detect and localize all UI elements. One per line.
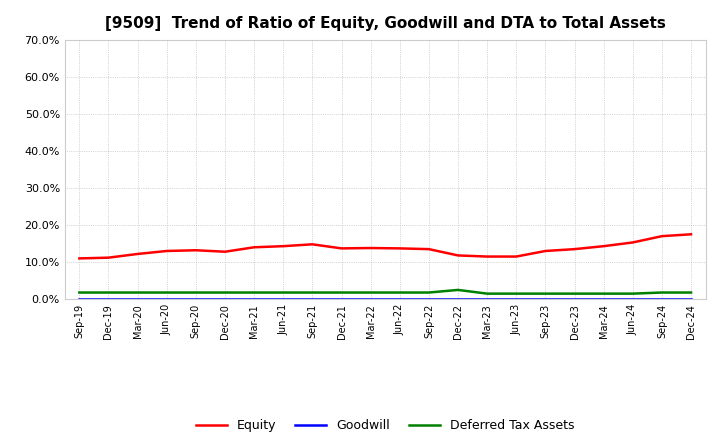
Deferred Tax Assets	[133, 290, 142, 295]
Goodwill	[454, 297, 462, 302]
Equity	[599, 243, 608, 249]
Goodwill	[629, 297, 637, 302]
Goodwill	[483, 297, 492, 302]
Goodwill	[133, 297, 142, 302]
Goodwill	[395, 297, 404, 302]
Deferred Tax Assets	[395, 290, 404, 295]
Deferred Tax Assets	[599, 291, 608, 296]
Deferred Tax Assets	[512, 291, 521, 296]
Goodwill	[425, 297, 433, 302]
Goodwill	[220, 297, 229, 302]
Deferred Tax Assets	[163, 290, 171, 295]
Equity	[133, 251, 142, 257]
Title: [9509]  Trend of Ratio of Equity, Goodwill and DTA to Total Assets: [9509] Trend of Ratio of Equity, Goodwil…	[105, 16, 665, 32]
Goodwill	[366, 297, 375, 302]
Equity	[250, 245, 258, 250]
Goodwill	[657, 297, 666, 302]
Deferred Tax Assets	[104, 290, 113, 295]
Equity	[220, 249, 229, 254]
Goodwill	[279, 297, 287, 302]
Deferred Tax Assets	[570, 291, 579, 296]
Equity	[192, 248, 200, 253]
Deferred Tax Assets	[279, 290, 287, 295]
Goodwill	[687, 297, 696, 302]
Deferred Tax Assets	[308, 290, 317, 295]
Deferred Tax Assets	[337, 290, 346, 295]
Deferred Tax Assets	[192, 290, 200, 295]
Deferred Tax Assets	[629, 291, 637, 296]
Equity	[104, 255, 113, 260]
Equity	[163, 248, 171, 253]
Equity	[483, 254, 492, 259]
Goodwill	[250, 297, 258, 302]
Equity	[541, 248, 550, 253]
Deferred Tax Assets	[220, 290, 229, 295]
Deferred Tax Assets	[657, 290, 666, 295]
Goodwill	[104, 297, 113, 302]
Equity	[512, 254, 521, 259]
Deferred Tax Assets	[483, 291, 492, 296]
Equity	[75, 256, 84, 261]
Goodwill	[192, 297, 200, 302]
Deferred Tax Assets	[366, 290, 375, 295]
Deferred Tax Assets	[250, 290, 258, 295]
Equity	[308, 242, 317, 247]
Goodwill	[75, 297, 84, 302]
Equity	[425, 246, 433, 252]
Goodwill	[512, 297, 521, 302]
Deferred Tax Assets	[687, 290, 696, 295]
Deferred Tax Assets	[454, 287, 462, 293]
Deferred Tax Assets	[425, 290, 433, 295]
Goodwill	[570, 297, 579, 302]
Legend: Equity, Goodwill, Deferred Tax Assets: Equity, Goodwill, Deferred Tax Assets	[191, 414, 580, 437]
Line: Equity: Equity	[79, 234, 691, 258]
Equity	[337, 246, 346, 251]
Goodwill	[308, 297, 317, 302]
Goodwill	[163, 297, 171, 302]
Line: Deferred Tax Assets: Deferred Tax Assets	[79, 290, 691, 293]
Equity	[687, 231, 696, 237]
Deferred Tax Assets	[75, 290, 84, 295]
Goodwill	[541, 297, 550, 302]
Deferred Tax Assets	[541, 291, 550, 296]
Equity	[279, 243, 287, 249]
Equity	[366, 246, 375, 251]
Equity	[629, 240, 637, 245]
Goodwill	[337, 297, 346, 302]
Equity	[570, 246, 579, 252]
Equity	[657, 234, 666, 239]
Goodwill	[599, 297, 608, 302]
Equity	[395, 246, 404, 251]
Equity	[454, 253, 462, 258]
